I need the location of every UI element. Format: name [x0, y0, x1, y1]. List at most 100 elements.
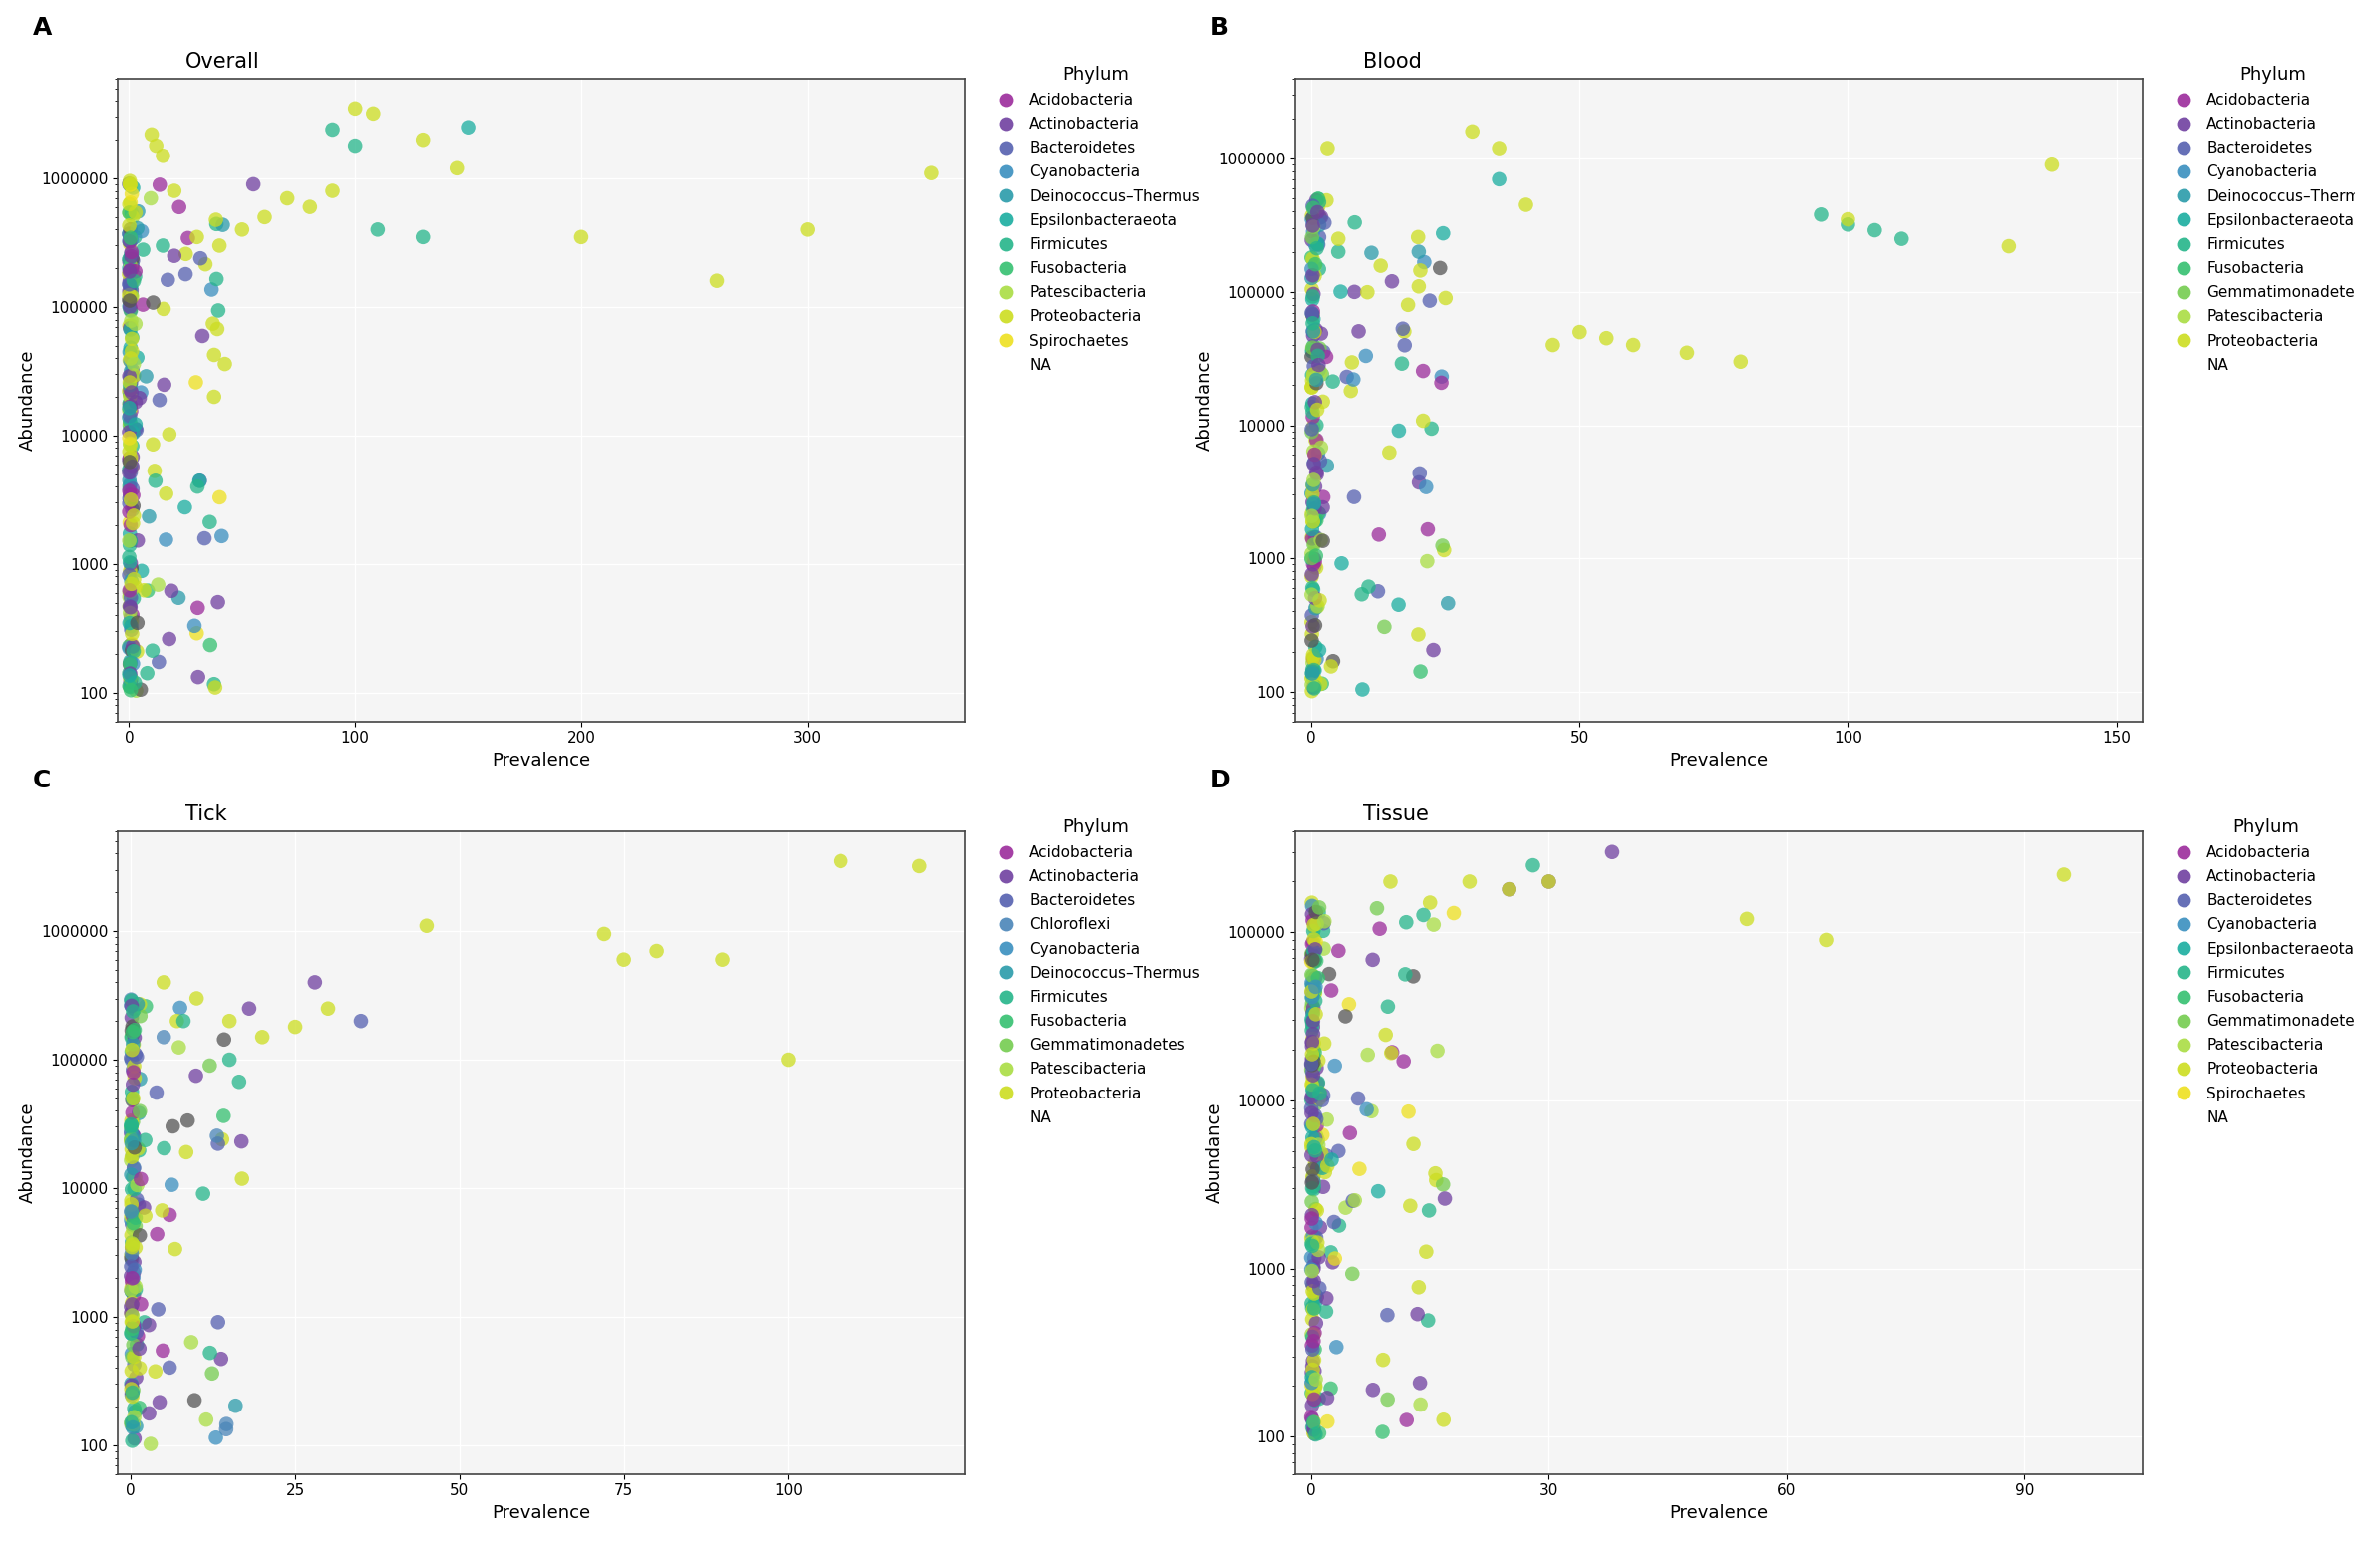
Point: [113, 307, 151, 332]
Point: [200, 298, 238, 323]
Point: [1333, 378, 1371, 403]
Point: [125, 292, 162, 317]
Point: [111, 226, 148, 251]
Point: [111, 425, 148, 450]
Point: [1295, 950, 1333, 975]
Point: [153, 1113, 191, 1138]
Point: [1385, 318, 1422, 343]
Point: [1295, 1178, 1333, 1203]
Point: [113, 325, 151, 350]
Point: [113, 339, 151, 364]
Point: [113, 282, 151, 307]
Point: [1293, 227, 1331, 252]
Point: [111, 491, 148, 516]
Point: [1293, 417, 1331, 442]
Point: [1293, 985, 1331, 1010]
Point: [115, 1065, 153, 1090]
Point: [195, 674, 233, 699]
Point: [113, 1248, 151, 1273]
Point: [113, 358, 151, 383]
Point: [1293, 1073, 1331, 1098]
Point: [1314, 649, 1352, 674]
Point: [1401, 659, 1439, 684]
Point: [113, 1377, 151, 1402]
Point: [1298, 459, 1335, 485]
Point: [111, 409, 148, 434]
Point: [1302, 321, 1340, 347]
Point: [181, 469, 219, 494]
Point: [1399, 1301, 1437, 1327]
Point: [120, 991, 158, 1016]
Point: [1404, 359, 1441, 384]
Point: [113, 205, 151, 230]
Point: [205, 1027, 243, 1052]
Point: [1305, 389, 1342, 414]
Point: [1295, 353, 1333, 378]
Point: [1293, 1000, 1331, 1025]
Point: [203, 1347, 240, 1372]
Point: [1293, 1189, 1331, 1214]
Point: [358, 216, 396, 241]
Point: [900, 853, 937, 878]
Point: [1380, 419, 1418, 444]
Point: [144, 1198, 181, 1223]
Point: [1300, 448, 1338, 474]
Point: [111, 499, 148, 524]
Point: [111, 271, 148, 296]
Point: [113, 677, 151, 702]
Point: [1300, 1237, 1338, 1262]
Point: [1729, 906, 1766, 931]
Point: [111, 230, 148, 256]
Point: [1293, 947, 1331, 972]
X-axis label: Prevalence: Prevalence: [1670, 1504, 1769, 1523]
Point: [1882, 226, 1919, 251]
Point: [1295, 497, 1333, 522]
Point: [1293, 673, 1331, 698]
Point: [1293, 336, 1331, 361]
Point: [193, 278, 231, 303]
Point: [1300, 358, 1338, 383]
Point: [1295, 1163, 1333, 1189]
Point: [1453, 119, 1491, 144]
Point: [111, 370, 148, 395]
Point: [139, 572, 177, 597]
Point: [1293, 1358, 1331, 1383]
Point: [1293, 1215, 1331, 1240]
Point: [113, 372, 151, 397]
Point: [1295, 232, 1333, 257]
Point: [122, 379, 160, 405]
Point: [1364, 1419, 1401, 1444]
Point: [111, 450, 148, 475]
Point: [113, 993, 151, 1018]
Point: [127, 994, 165, 1019]
Point: [1305, 528, 1342, 554]
Point: [111, 558, 148, 583]
Point: [1295, 1063, 1333, 1088]
Point: [115, 351, 153, 376]
Point: [1293, 310, 1331, 336]
Point: [151, 1203, 188, 1228]
Point: [1293, 301, 1331, 326]
Point: [789, 216, 827, 241]
Point: [297, 969, 334, 994]
Point: [1293, 502, 1331, 527]
Point: [113, 613, 151, 638]
Point: [113, 1217, 151, 1242]
Point: [115, 670, 153, 695]
Point: [1295, 439, 1333, 464]
Point: [1295, 530, 1333, 555]
Point: [1293, 1170, 1331, 1195]
Point: [1404, 408, 1441, 433]
Point: [1507, 193, 1545, 218]
Point: [1335, 485, 1373, 510]
Point: [191, 1341, 228, 1366]
Point: [111, 450, 148, 475]
Point: [1293, 621, 1331, 646]
Point: [1295, 927, 1333, 952]
Point: [115, 362, 153, 387]
Point: [1293, 546, 1331, 571]
Point: [125, 237, 162, 262]
Point: [1347, 1098, 1385, 1123]
Point: [198, 212, 236, 237]
Point: [118, 1187, 155, 1212]
